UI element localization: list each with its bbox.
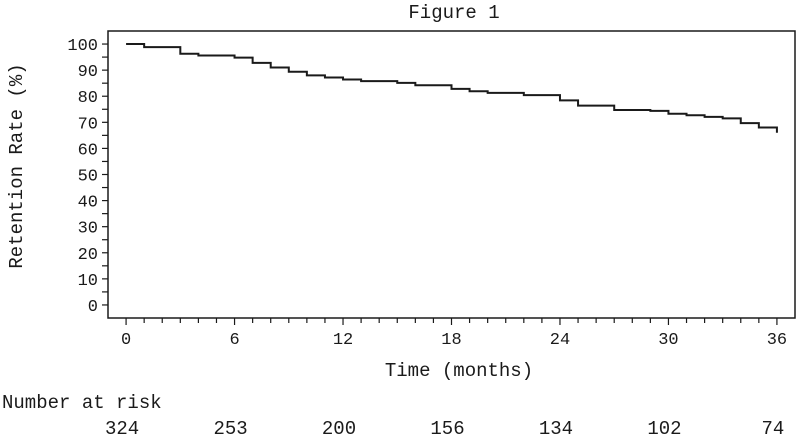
x-tick-label: 30: [658, 331, 678, 350]
risk-value: 74: [762, 418, 785, 437]
y-tick-label: 80: [78, 89, 98, 108]
risk-table-label: Number at risk: [2, 392, 162, 414]
y-tick-label: 50: [78, 168, 98, 187]
y-tick-label: 0: [88, 298, 98, 317]
risk-value: 324: [105, 418, 139, 437]
x-tick-label: 36: [767, 331, 787, 350]
series-line: [126, 43, 778, 133]
risk-value: 156: [430, 418, 464, 437]
y-tick-label: 40: [78, 194, 98, 213]
y-tick-label: 30: [78, 220, 98, 239]
x-tick-label: 12: [333, 331, 353, 350]
chart-title: Figure 1: [408, 2, 499, 24]
y-tick-label: 90: [78, 63, 98, 82]
risk-value: 134: [539, 418, 573, 437]
x-tick-label: 18: [441, 331, 461, 350]
risk-value: 200: [322, 418, 356, 437]
y-tick-label: 100: [67, 37, 98, 56]
plot-frame: [107, 30, 796, 319]
x-axis-label: Time (months): [385, 360, 533, 382]
risk-table: 324 253 200 156 134 102 74: [105, 418, 784, 437]
risk-value: 253: [213, 418, 247, 437]
y-axis-label: Retention Rate (%): [6, 63, 28, 268]
y-tick-label: 60: [78, 141, 98, 160]
x-tick-label: 24: [550, 331, 570, 350]
x-axis: 0 6 12 18 24 30 36: [121, 318, 787, 350]
risk-value: 102: [647, 418, 681, 437]
y-tick-label: 70: [78, 115, 98, 134]
y-tick-label: 20: [78, 246, 98, 265]
x-tick-label: 0: [121, 331, 131, 350]
y-tick-label: 10: [78, 272, 98, 291]
y-axis: 0 10 20 30 40 50 60 70 80 90 100: [67, 37, 108, 317]
x-tick-label: 6: [229, 331, 239, 350]
